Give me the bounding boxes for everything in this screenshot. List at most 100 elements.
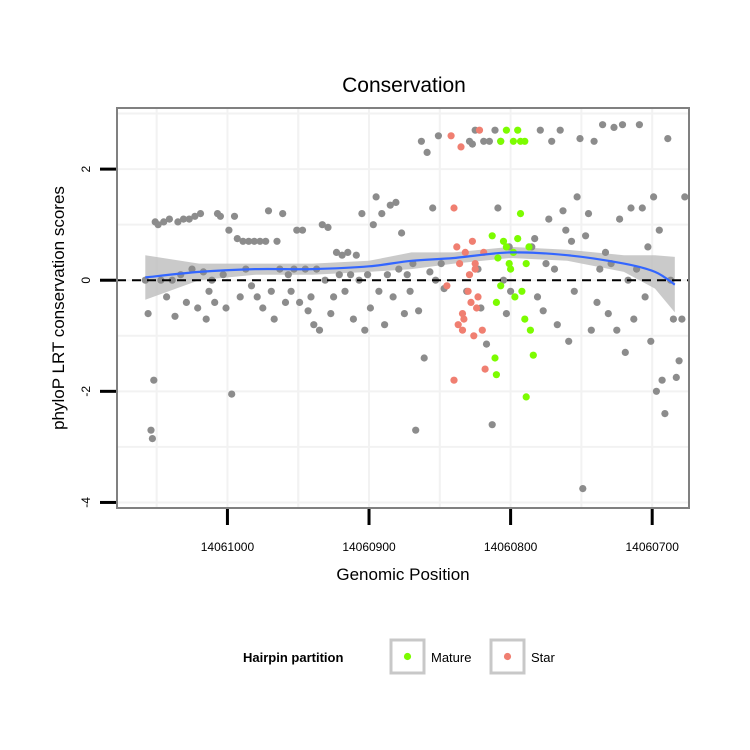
point-star (458, 326, 467, 334)
point-other (168, 276, 176, 284)
y-axis: -4 -2 0 2 (79, 165, 116, 508)
point-other (661, 410, 669, 418)
point-other (318, 221, 326, 229)
point-star (464, 287, 472, 295)
point-other (245, 237, 253, 245)
x-tick-label: 14060700 (625, 540, 679, 554)
point-other (613, 326, 621, 334)
point-other (165, 215, 173, 223)
point-other (573, 193, 581, 201)
point-other (567, 237, 576, 245)
point-other (202, 315, 210, 323)
point-other (194, 304, 202, 312)
legend: Hairpin partition Mature Star (243, 638, 556, 675)
point-other (596, 265, 604, 273)
point-star (456, 260, 464, 268)
point-mature (502, 243, 510, 251)
point-other (144, 310, 152, 318)
point-other (307, 293, 315, 301)
point-mature (505, 260, 513, 268)
point-other (647, 337, 655, 345)
point-other (148, 435, 156, 443)
point-other (147, 426, 155, 434)
point-other (485, 137, 493, 145)
point-other (590, 137, 598, 145)
point-other (536, 126, 544, 134)
point-star (465, 271, 474, 279)
point-other (315, 326, 324, 334)
point-other (341, 287, 349, 295)
point-other (398, 229, 406, 237)
point-other (669, 315, 678, 323)
x-tick-label: 14060900 (342, 540, 396, 554)
point-other (174, 218, 182, 226)
point-mature (511, 293, 519, 301)
point-other (247, 282, 256, 290)
point-star (450, 376, 458, 384)
y-tick-label: -2 (79, 386, 93, 397)
point-other (349, 315, 357, 323)
point-mature (492, 298, 500, 306)
point-other (157, 276, 165, 284)
point-other (188, 265, 196, 273)
point-other (403, 271, 411, 279)
legend-swatch-mature (403, 652, 412, 661)
point-mature (522, 393, 530, 401)
point-mature (507, 265, 515, 273)
point-other (327, 310, 335, 318)
point-mature (494, 254, 502, 262)
point-other (468, 140, 476, 148)
point-other (593, 298, 601, 306)
panel-background (117, 108, 689, 508)
point-other (205, 287, 213, 295)
point-other (253, 293, 261, 301)
point-mature (502, 126, 510, 134)
point-other (406, 287, 414, 295)
point-other (582, 232, 590, 240)
point-other (216, 212, 224, 220)
point-other (267, 287, 275, 295)
point-other (239, 237, 247, 245)
point-mature (492, 371, 500, 379)
point-other (584, 210, 593, 218)
point-other (652, 387, 661, 395)
point-other (171, 312, 179, 320)
point-other (332, 248, 341, 256)
point-other (395, 265, 403, 273)
point-star (457, 143, 465, 151)
x-axis: 14061000 14060900 14060800 14060700 (201, 509, 679, 554)
point-other (321, 276, 329, 284)
point-other (383, 271, 391, 279)
point-other (412, 426, 420, 434)
point-other (499, 276, 508, 284)
point-other (372, 193, 380, 201)
point-star (450, 204, 458, 212)
point-other (415, 307, 423, 315)
point-other (270, 315, 278, 323)
point-mature (497, 137, 505, 145)
point-other (638, 204, 646, 212)
point-other (423, 148, 431, 156)
point-other (630, 315, 638, 323)
point-other (482, 340, 491, 348)
point-other (548, 137, 556, 145)
point-star (460, 315, 468, 323)
point-other (531, 235, 539, 243)
point-other (375, 287, 383, 295)
point-mature (491, 354, 499, 362)
point-other (604, 310, 612, 318)
point-other (344, 248, 352, 256)
point-star (471, 265, 479, 273)
point-mature (516, 210, 525, 218)
point-other (160, 218, 168, 226)
point-other (618, 121, 627, 129)
legend-swatch-star (503, 652, 512, 661)
legend-title: Hairpin partition (243, 650, 343, 665)
point-other (675, 357, 683, 365)
point-other (678, 315, 686, 323)
point-other (279, 210, 287, 218)
point-star (454, 321, 462, 329)
point-mature (488, 232, 496, 240)
point-other (539, 307, 547, 315)
